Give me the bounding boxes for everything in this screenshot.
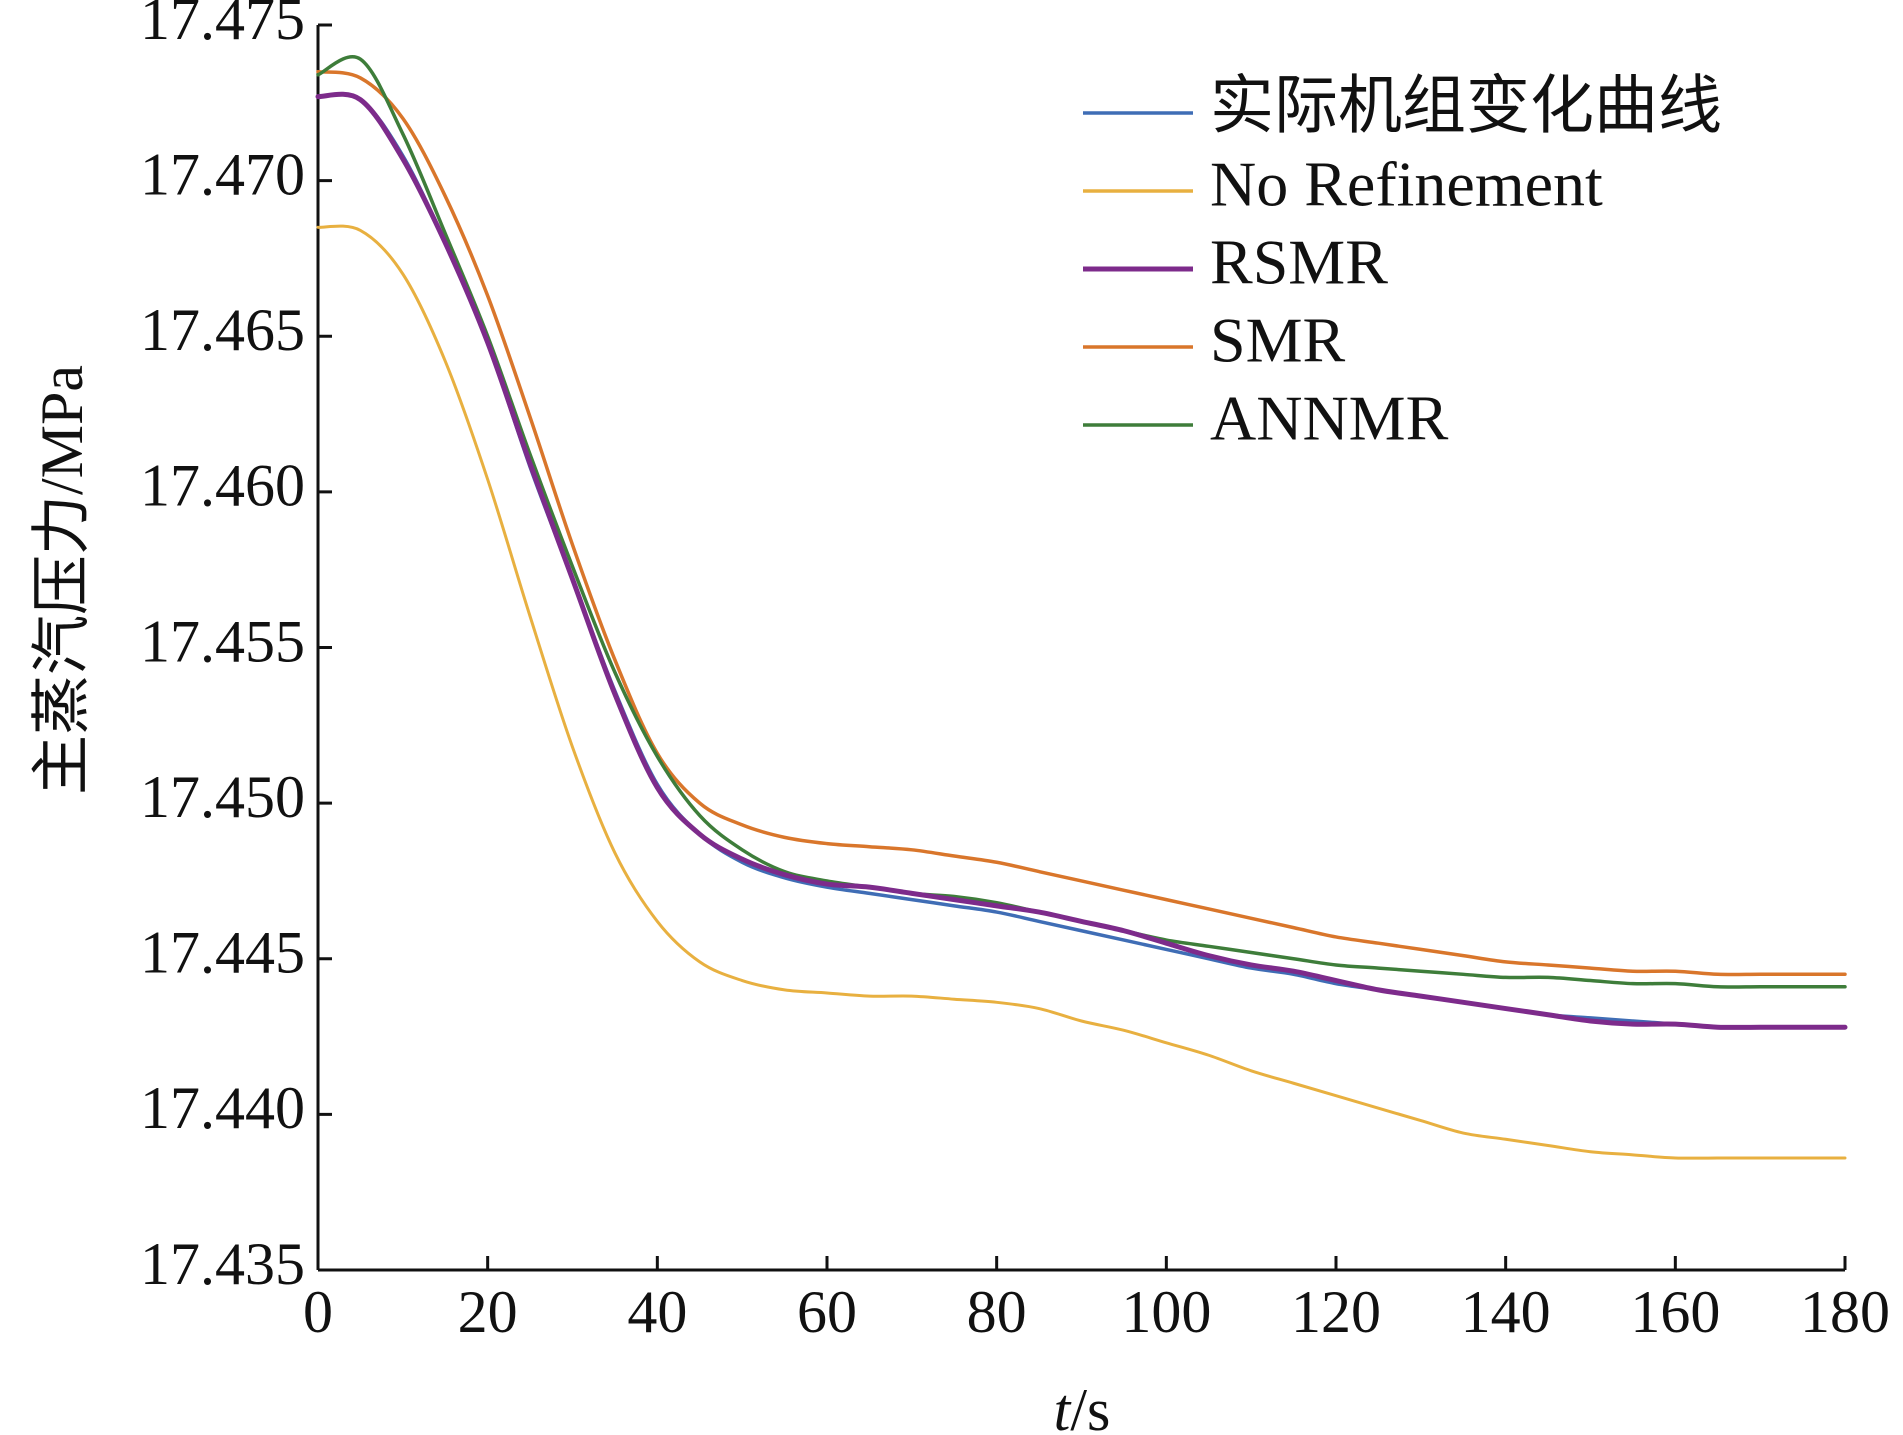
x-tick-label: 120	[1291, 1279, 1381, 1345]
x-tick-label: 180	[1800, 1279, 1890, 1345]
axes	[316, 25, 1845, 1272]
legend-label: SMR	[1210, 305, 1346, 376]
y-tick-label: 17.455	[140, 608, 305, 674]
x-tick-label: 140	[1461, 1279, 1551, 1345]
y-tick-label: 17.465	[140, 297, 305, 363]
y-tick-label: 17.450	[140, 764, 305, 830]
y-ticks: 17.435 17.440 17.445 17.450 17.455 17.460 17.4…	[140, 0, 332, 1297]
series-line-3	[316, 69, 1847, 977]
x-tick-label: 60	[797, 1279, 857, 1345]
series-line-4	[316, 55, 1847, 989]
y-tick-label: 17.445	[140, 920, 305, 986]
y-tick-label: 17.470	[140, 141, 305, 207]
x-ticks: 0 20 40 60 80 100 120 140 160 180	[303, 1256, 1890, 1345]
x-tick-label: 0	[303, 1279, 333, 1345]
y-axis-title: 主蒸汽压力/MPa	[29, 365, 95, 795]
legend-label: ANNMR	[1210, 383, 1449, 454]
x-tick-label: 20	[458, 1279, 518, 1345]
series-line-1	[316, 224, 1847, 1160]
series-line-2	[315, 91, 1848, 1030]
x-tick-label: 160	[1630, 1279, 1720, 1345]
x-tick-label: 40	[627, 1279, 687, 1345]
x-axis-title-variable: t	[1054, 1377, 1072, 1435]
x-axis-title: t/s	[1054, 1377, 1111, 1435]
legend-label: 实际机组变化曲线	[1210, 71, 1722, 142]
x-tick-label: 100	[1121, 1279, 1211, 1345]
y-tick-label: 17.435	[140, 1231, 305, 1297]
y-tick-label: 17.475	[140, 0, 305, 52]
series-group	[315, 55, 1848, 1160]
legend-label: No Refinement	[1210, 149, 1603, 220]
y-tick-label: 17.440	[140, 1075, 305, 1141]
x-axis-title-unit: /s	[1070, 1377, 1110, 1435]
legend-label: RSMR	[1210, 227, 1388, 298]
series-line-0	[316, 92, 1847, 1030]
y-tick-label: 17.460	[140, 453, 305, 519]
x-tick-label: 80	[967, 1279, 1027, 1345]
